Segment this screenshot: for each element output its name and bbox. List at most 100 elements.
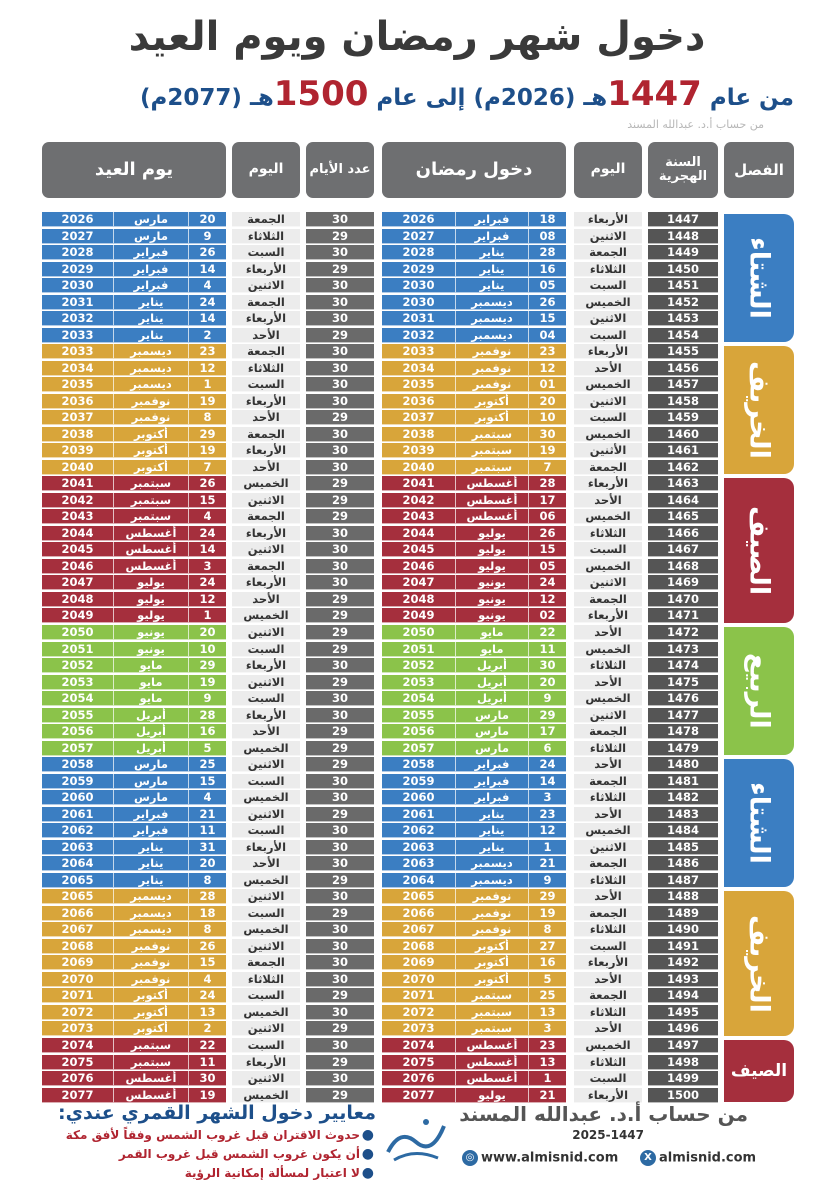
header-days-count: عدد الأيام: [306, 142, 374, 198]
calligraphy-logo: [386, 1119, 446, 1162]
table-cell: فبراير: [114, 245, 188, 261]
table-cell: 2070: [42, 971, 114, 987]
table-cell: 1458: [648, 393, 718, 409]
table-cell: 1468: [648, 558, 718, 574]
table-cell: 9: [188, 691, 226, 707]
table-cell: الثلاثاء: [574, 658, 642, 674]
table-cell: 2067: [42, 922, 114, 938]
table-cell: 2075: [42, 1054, 114, 1070]
table-cell: 2: [188, 1021, 226, 1037]
table-cell: 16: [528, 261, 566, 277]
table-cell: أكتوبر: [114, 1021, 188, 1037]
table-cell: 30: [306, 311, 374, 327]
season-label: الشتاء: [743, 782, 775, 865]
table-cell: 23: [528, 806, 566, 822]
table-cell: الأربعاء: [574, 955, 642, 971]
table-cell: 2045: [382, 542, 456, 558]
table-cell: 2069: [382, 955, 456, 971]
header-season: الفصل: [724, 142, 794, 198]
table-cell: الاثنين: [574, 707, 642, 723]
table-cell: أغسطس: [114, 558, 188, 574]
table-cell: 22: [188, 1038, 226, 1053]
table-cell: 7: [188, 459, 226, 475]
table-cell: 29: [306, 988, 374, 1004]
table-cell: 30: [306, 525, 374, 541]
table-cell: 1471: [648, 608, 718, 624]
table-cell: أكتوبر: [456, 410, 528, 426]
table-cell: 2033: [42, 327, 114, 343]
table-cell: ديسمبر: [114, 344, 188, 360]
table-cell: أغسطس: [456, 1071, 528, 1087]
table-cell: يوليو: [456, 1087, 528, 1103]
table-cell: سبتمبر: [456, 443, 528, 459]
table-cell: الأربعاء: [232, 575, 300, 591]
table-cell: 29: [528, 707, 566, 723]
table-cell: 01: [528, 377, 566, 393]
table-cell: 30: [306, 245, 374, 261]
table-cell: 3: [528, 1021, 566, 1037]
table-cell: 1497: [648, 1038, 718, 1053]
table-cell: 30: [188, 1071, 226, 1087]
season-label: الخريف: [743, 914, 775, 1013]
table-cell: الأحد: [574, 360, 642, 376]
table-cell: 2062: [382, 823, 456, 839]
table-cell: 2034: [382, 360, 456, 376]
table-cell: 2046: [42, 558, 114, 574]
x-logo-icon: X: [640, 1150, 656, 1166]
table-cell: 2055: [42, 707, 114, 723]
table-cell: 1496: [648, 1021, 718, 1037]
table-cell: 28: [188, 889, 226, 905]
table-cell: 2044: [42, 525, 114, 541]
table-cell: أكتوبر: [456, 393, 528, 409]
table-cell: 28: [528, 476, 566, 492]
table-cell: 28: [528, 245, 566, 261]
table-cell: 1463: [648, 476, 718, 492]
table-cell: 2075: [382, 1054, 456, 1070]
table-cell: 2040: [382, 459, 456, 475]
criteria-title: معايير دخول الشهر القمري عندي:: [58, 1102, 376, 1124]
table-cell: أكتوبر: [456, 938, 528, 954]
table-cell: 11: [188, 823, 226, 839]
table-cell: 1453: [648, 311, 718, 327]
table-cell: 2064: [382, 872, 456, 888]
table-cell: مارس: [114, 790, 188, 806]
table-cell: 1495: [648, 1004, 718, 1020]
table-cell: الجمعة: [232, 558, 300, 574]
table-cell: يناير: [114, 839, 188, 855]
table-cell: 1479: [648, 740, 718, 756]
website-link[interactable]: ◎ www.almisnid.com: [462, 1150, 618, 1166]
table-cell: 30: [306, 823, 374, 839]
table-cell: فبراير: [456, 757, 528, 773]
table-cell: السبت: [574, 1071, 642, 1087]
table-cell: 14: [188, 542, 226, 558]
table-cell: 9: [528, 691, 566, 707]
table-cell: 18: [188, 905, 226, 921]
table-cell: 06: [528, 509, 566, 525]
end-year-gregorian: (2077م): [140, 85, 242, 111]
table-cell: 8: [528, 922, 566, 938]
table-cell: الأربعاء: [574, 476, 642, 492]
table-cell: 2043: [42, 509, 114, 525]
table-cell: 23: [528, 344, 566, 360]
table-cell: 19: [188, 393, 226, 409]
table-cell: 30: [306, 426, 374, 442]
table-cell: 2055: [382, 707, 456, 723]
table-cell: أغسطس: [456, 1054, 528, 1070]
table-cell: 1447: [648, 212, 718, 227]
season-band: الصيف: [724, 478, 794, 623]
table-cell: 2051: [382, 641, 456, 657]
table-cell: الأحد: [232, 410, 300, 426]
table-cell: 29: [306, 872, 374, 888]
table-cell: يوليو: [114, 608, 188, 624]
table-cell: 2070: [382, 971, 456, 987]
bullet-icon: ●: [361, 1146, 374, 1162]
table-cell: الخميس: [574, 426, 642, 442]
table-cell: سبتمبر: [456, 1021, 528, 1037]
table-cell: 29: [528, 889, 566, 905]
table-cell: ديسمبر: [114, 377, 188, 393]
table-cell: السبت: [232, 773, 300, 789]
start-year: 1447: [607, 74, 702, 114]
table-cell: 2031: [382, 311, 456, 327]
table-cell: 1452: [648, 294, 718, 310]
